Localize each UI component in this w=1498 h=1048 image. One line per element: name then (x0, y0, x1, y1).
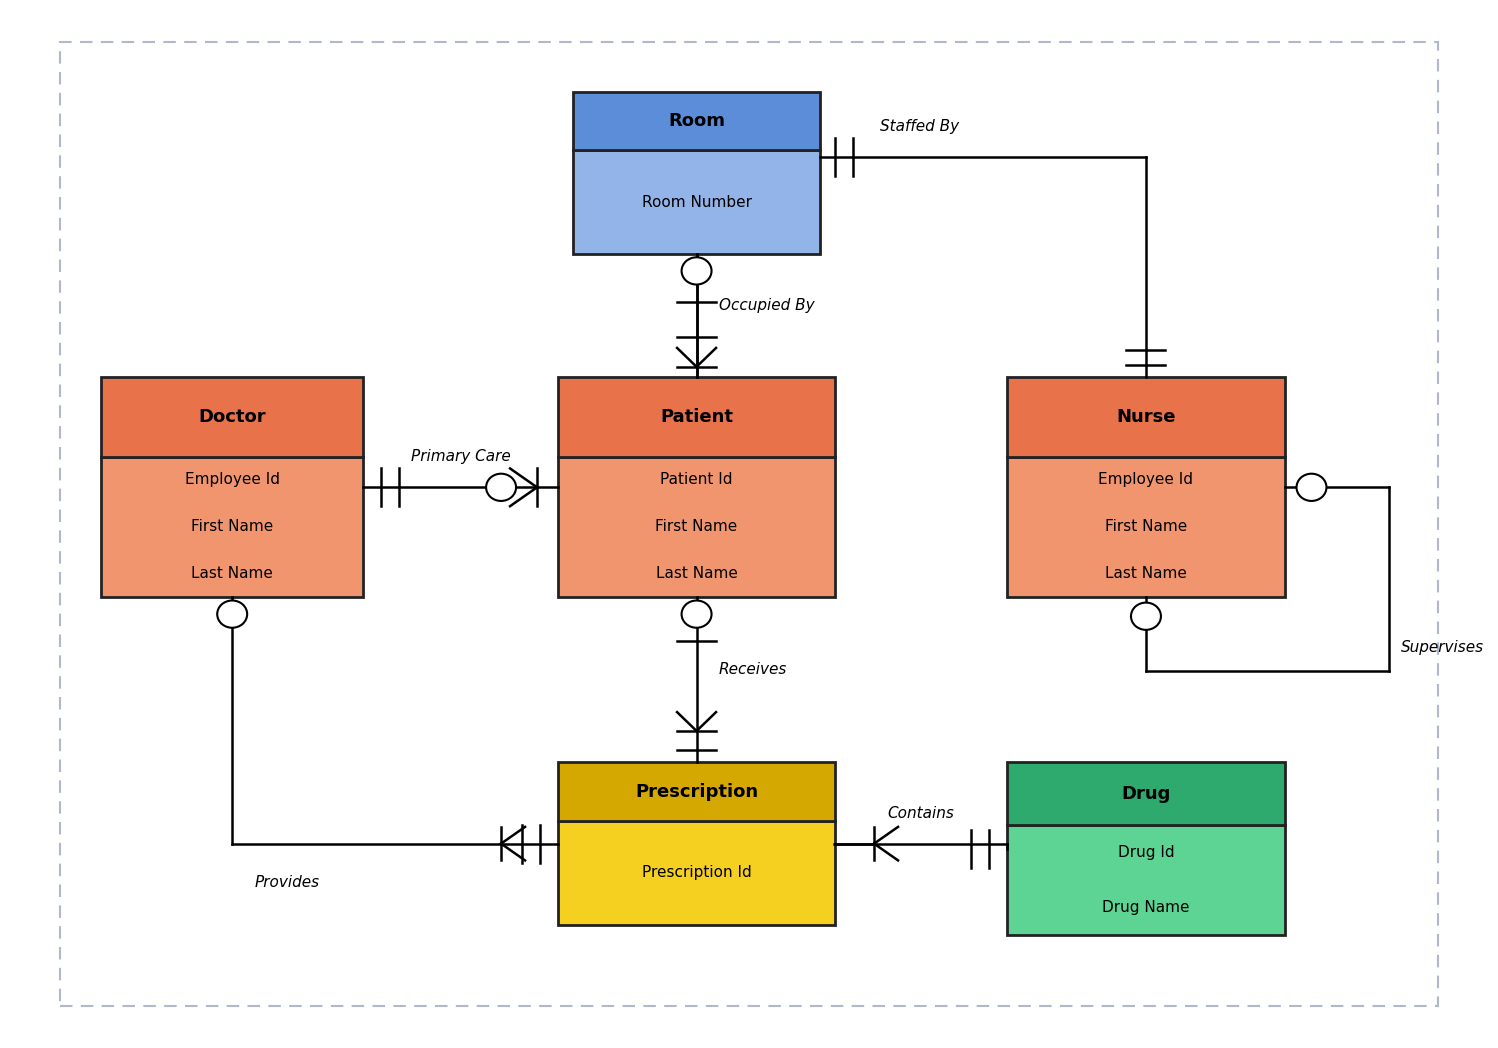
Ellipse shape (682, 258, 712, 285)
FancyBboxPatch shape (1007, 457, 1284, 597)
Text: Last Name: Last Name (192, 566, 273, 582)
Text: Occupied By: Occupied By (719, 298, 815, 312)
Text: First Name: First Name (192, 520, 273, 534)
Text: First Name: First Name (1106, 520, 1186, 534)
Text: Employee Id: Employee Id (1098, 473, 1194, 487)
Ellipse shape (1131, 603, 1161, 630)
Text: Prescription: Prescription (635, 783, 758, 801)
Ellipse shape (682, 601, 712, 628)
FancyBboxPatch shape (1007, 825, 1284, 935)
Text: Drug Name: Drug Name (1103, 900, 1189, 915)
FancyBboxPatch shape (572, 92, 821, 150)
Text: Provides: Provides (255, 875, 319, 890)
FancyBboxPatch shape (60, 42, 1438, 1006)
Text: Room Number: Room Number (641, 195, 752, 210)
Text: Staffed By: Staffed By (881, 118, 959, 134)
Text: Patient: Patient (661, 408, 733, 425)
Text: Room: Room (668, 112, 725, 130)
Text: Drug Id: Drug Id (1118, 845, 1174, 859)
Ellipse shape (487, 474, 517, 501)
Text: Drug: Drug (1122, 785, 1170, 803)
Text: Receives: Receives (719, 662, 788, 677)
FancyBboxPatch shape (559, 457, 836, 597)
Text: Last Name: Last Name (656, 566, 737, 582)
FancyBboxPatch shape (1007, 377, 1284, 457)
Text: Nurse: Nurse (1116, 408, 1176, 425)
FancyBboxPatch shape (559, 377, 836, 457)
Text: Last Name: Last Name (1106, 566, 1186, 582)
Text: Employee Id: Employee Id (184, 473, 280, 487)
FancyBboxPatch shape (1007, 763, 1284, 825)
Ellipse shape (217, 601, 247, 628)
FancyBboxPatch shape (102, 457, 363, 597)
Text: Supervises: Supervises (1401, 640, 1485, 655)
Text: First Name: First Name (656, 520, 737, 534)
FancyBboxPatch shape (572, 150, 821, 255)
Text: Primary Care: Primary Care (410, 450, 511, 464)
FancyBboxPatch shape (559, 821, 836, 925)
Text: Doctor: Doctor (198, 408, 267, 425)
Text: Contains: Contains (888, 806, 954, 821)
Ellipse shape (1296, 474, 1327, 501)
Text: Patient Id: Patient Id (661, 473, 733, 487)
FancyBboxPatch shape (102, 377, 363, 457)
Text: Prescription Id: Prescription Id (641, 866, 752, 880)
FancyBboxPatch shape (559, 763, 836, 821)
